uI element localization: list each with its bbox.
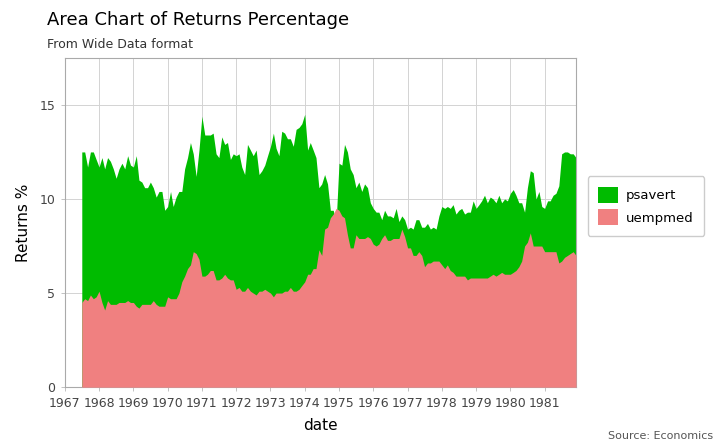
Text: Area Chart of Returns Percentage: Area Chart of Returns Percentage bbox=[47, 11, 349, 29]
X-axis label: date: date bbox=[303, 418, 338, 433]
Y-axis label: Returns %: Returns % bbox=[16, 183, 31, 262]
Legend: psavert, uempmed: psavert, uempmed bbox=[588, 176, 704, 236]
Text: From Wide Data format: From Wide Data format bbox=[47, 38, 193, 51]
Text: Source: Economics: Source: Economics bbox=[608, 431, 713, 441]
